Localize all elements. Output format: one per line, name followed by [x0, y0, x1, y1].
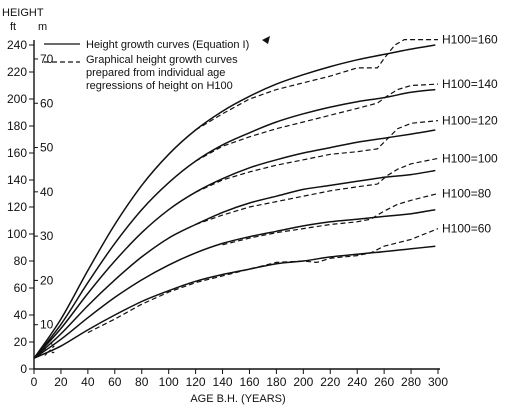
solid-curve	[33, 208, 436, 359]
y-m-tick-label: 40	[40, 185, 54, 199]
legend-solid-label: Height growth curves (Equation I)	[86, 39, 249, 51]
curves	[33, 39, 439, 359]
y-ft-tick-label: 120	[7, 200, 27, 214]
x-tick-label: 300	[428, 375, 448, 389]
y-header: HEIGHT	[2, 7, 44, 19]
y-ft-tick-label: 240	[7, 38, 27, 52]
x-tick-label: 100	[159, 375, 179, 389]
y-ft-tick-label: 60	[14, 281, 28, 295]
x-tick-label: 260	[374, 375, 394, 389]
y-ft-tick-label: 40	[14, 308, 28, 322]
y-m-tick-label: 30	[40, 229, 54, 243]
y-ft-tick-label: 80	[14, 254, 28, 268]
y-m-tick-label: 10	[40, 318, 54, 332]
x-tick-label: 80	[135, 375, 149, 389]
curve-label: H100=100	[442, 151, 498, 165]
y-m-tick-label: 70	[40, 52, 54, 66]
x-tick-label: 20	[54, 375, 68, 389]
y-ft-tick-label: 20	[14, 335, 28, 349]
curve-label: H100=80	[442, 187, 491, 201]
dashed-curve	[195, 39, 438, 131]
x-tick-label: 60	[108, 375, 122, 389]
y-ft-tick-label: 220	[7, 65, 27, 79]
x-tick-label: 180	[266, 375, 286, 389]
curve-label: H100=140	[442, 77, 498, 91]
curve-labels: H100=160 H100=140 H100=120 H100=100 H100=80 H…	[442, 33, 498, 236]
early-dashed-high	[44, 338, 56, 351]
solid-curve	[33, 129, 436, 359]
legend-dashed-label-line-2: prepared from individual age	[86, 67, 225, 79]
x-tick-label: 220	[320, 375, 340, 389]
curve-label: H100=60	[442, 222, 491, 236]
curve-label: H100=160	[442, 33, 498, 47]
dashed-curve	[222, 192, 439, 246]
ticks: 0 20 40 60 80 100 120 140 160 180 200 220 240 260 280 3…	[7, 38, 448, 389]
x-tick-label: 40	[81, 375, 95, 389]
y-m-tick-label: 50	[40, 141, 54, 155]
axes	[33, 40, 440, 370]
early-dashed-low	[44, 349, 56, 356]
y-unit-m: m	[38, 21, 47, 33]
x-tick-label: 280	[401, 375, 421, 389]
solid-curve	[33, 245, 436, 359]
y-ft-tick-label: 160	[7, 146, 27, 160]
x-tick-label: 240	[347, 375, 367, 389]
dashed-curve	[195, 83, 439, 162]
y-ft-tick-label: 180	[7, 119, 27, 133]
y-ft-tick-label: 200	[7, 92, 27, 106]
y-m-tick-label: 20	[40, 273, 54, 287]
legend: Height growth curves (Equation I) Graphi…	[44, 36, 270, 92]
y-m-tick-label: 60	[40, 96, 54, 110]
x-tick-label: 140	[213, 375, 233, 389]
x-tick-label: 0	[31, 375, 38, 389]
x-tick-label: 200	[293, 375, 313, 389]
solid-curve	[33, 88, 436, 359]
y-ft-tick-label: 140	[7, 173, 27, 187]
legend-dashed-label-line-3: regressions of height on H100	[86, 80, 233, 92]
y-ft-tick-label: 0	[20, 362, 27, 376]
solid-curve	[33, 169, 436, 359]
curve-label: H100=120	[442, 114, 498, 128]
x-tick-label: 120	[186, 375, 206, 389]
legend-arrow-icon	[262, 36, 270, 44]
dashed-curve	[195, 157, 439, 226]
solid-curve	[33, 44, 436, 359]
x-axis-title: AGE B.H. (YEARS)	[190, 393, 285, 405]
legend-dashed-label-line-1: Graphical height growth curves	[86, 54, 238, 66]
dashed-curve	[87, 228, 439, 334]
y-ft-tick-label: 100	[7, 227, 27, 241]
x-tick-label: 160	[239, 375, 259, 389]
dashed-curve	[195, 120, 439, 193]
y-unit-ft: ft	[10, 21, 16, 33]
